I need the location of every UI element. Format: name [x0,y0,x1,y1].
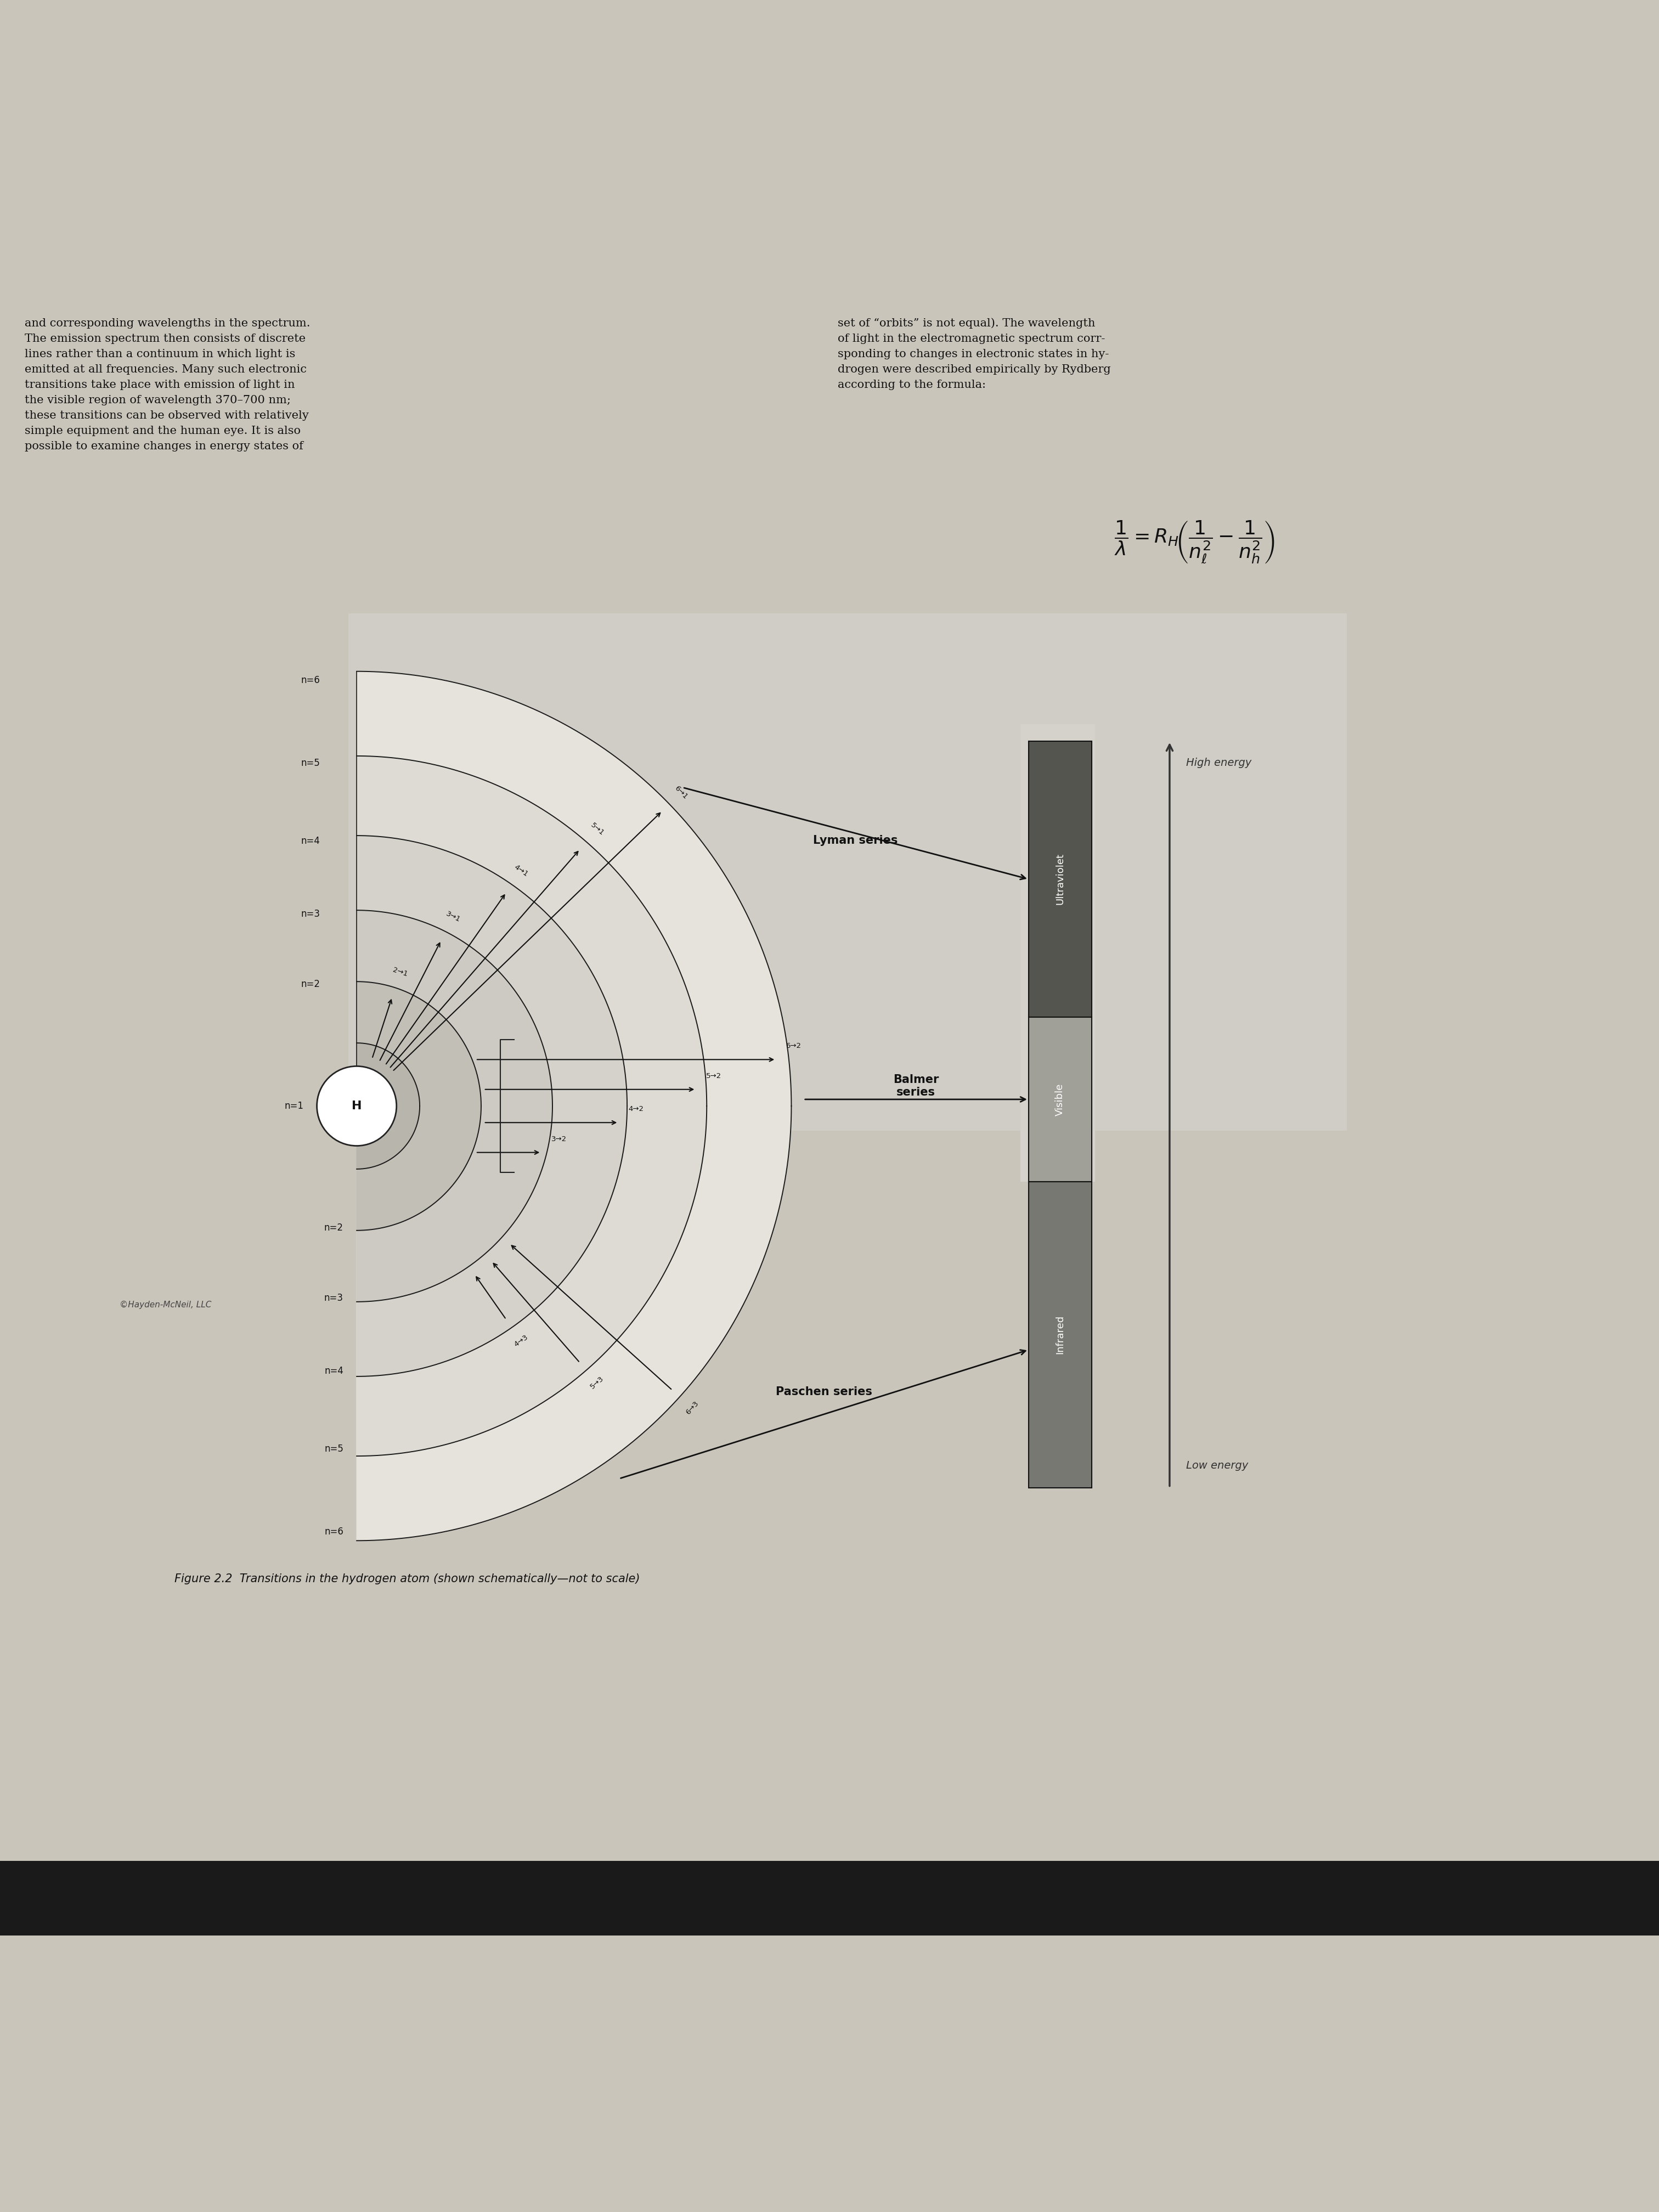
Text: Infrared: Infrared [1055,1314,1065,1354]
Text: 2→1: 2→1 [392,967,408,978]
Polygon shape [357,982,481,1230]
Text: 5→3: 5→3 [589,1376,606,1391]
Text: 3→2: 3→2 [551,1135,566,1141]
Text: ©Hayden-McNeil, LLC: ©Hayden-McNeil, LLC [119,1301,211,1310]
Text: 4→1: 4→1 [513,863,529,878]
Text: n=3: n=3 [300,909,320,920]
Text: 4→3: 4→3 [513,1334,529,1349]
Bar [1029,1018,1092,1181]
Text: 4→2: 4→2 [629,1106,644,1113]
Text: Visible: Visible [1055,1084,1065,1115]
Text: n=4: n=4 [324,1367,343,1376]
Text: n=5: n=5 [324,1444,343,1453]
Text: n=2: n=2 [300,980,320,989]
Text: n=5: n=5 [300,759,320,768]
Polygon shape [357,836,627,1376]
Text: Balmer
series: Balmer series [893,1075,939,1097]
Bar [1020,726,1095,1181]
Text: and corresponding wavelengths in the spectrum.
The emission spectrum then consis: and corresponding wavelengths in the spe… [25,319,310,451]
Text: Low energy: Low energy [1186,1460,1248,1471]
Text: 6→3: 6→3 [684,1400,700,1416]
Polygon shape [357,757,707,1455]
Bar [1029,1181,1092,1486]
Text: $\dfrac{1}{\lambda} = R_H\!\left(\dfrac{1}{n_\ell^2} - \dfrac{1}{n_h^2}\right)$: $\dfrac{1}{\lambda} = R_H\!\left(\dfrac{… [1115,520,1274,564]
Text: 5→2: 5→2 [705,1073,722,1079]
Text: n=1: n=1 [284,1102,304,1110]
Text: Lyman series: Lyman series [813,834,898,845]
Text: Paschen series: Paschen series [776,1387,873,1398]
Bar [1029,741,1092,1018]
Text: n=4: n=4 [300,836,320,845]
Text: Ultraviolet: Ultraviolet [1055,854,1065,905]
Text: n=2: n=2 [324,1223,343,1232]
Text: High energy: High energy [1186,757,1251,768]
Bar [348,613,1347,1130]
Text: set of “orbits” is not equal). The wavelength
of light in the electromagnetic sp: set of “orbits” is not equal). The wavel… [838,319,1112,389]
Bar [0,1860,1659,1936]
Text: Figure 2.2  Transitions in the hydrogen atom (shown schematically—not to scale): Figure 2.2 Transitions in the hydrogen a… [174,1573,640,1584]
Polygon shape [357,672,791,1540]
Text: n=3: n=3 [324,1292,343,1303]
Text: 3→1: 3→1 [445,909,461,922]
Text: n=6: n=6 [300,675,320,686]
Text: 5→1: 5→1 [589,821,606,836]
Text: H: H [352,1102,362,1110]
Text: n=6: n=6 [324,1526,343,1537]
Polygon shape [357,911,552,1301]
Text: 6→1: 6→1 [674,785,688,801]
Circle shape [317,1066,397,1146]
Polygon shape [357,1042,420,1168]
Text: 6→2: 6→2 [786,1042,801,1051]
